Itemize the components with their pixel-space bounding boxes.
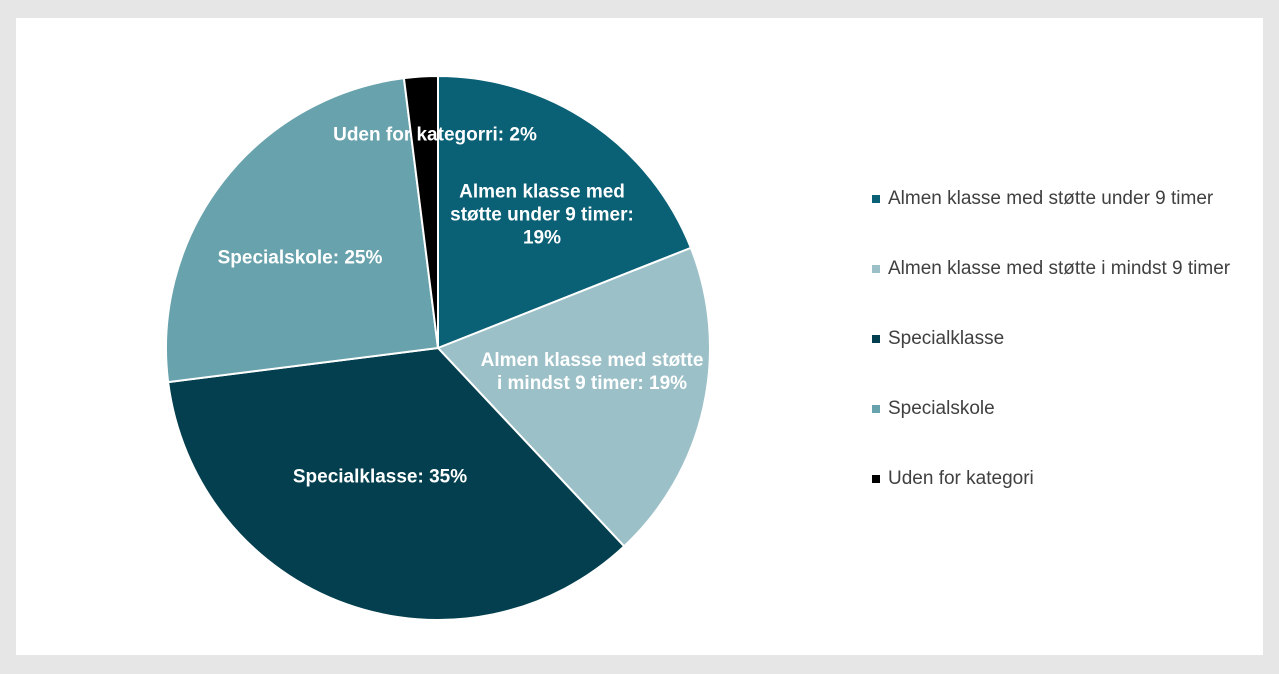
pie-slice: [437, 74, 693, 350]
pie-slice: [402, 74, 439, 349]
legend-swatch: [872, 195, 880, 203]
legend-label: Almen klasse med støtte under 9 timer: [888, 188, 1214, 209]
data-label: Uden for kategorri: 2%: [333, 124, 537, 146]
legend-item: Almen klasse med støtte under 9 timer: [872, 186, 1252, 256]
legend-label: Specialklasse: [888, 328, 1005, 349]
legend-swatch: [872, 475, 880, 483]
pie-slice: [167, 346, 626, 621]
pie-slice: [165, 77, 440, 384]
data-label: Almen klasse med støtte under 9 timer: 1…: [450, 181, 634, 249]
legend-label: Specialskole: [888, 398, 995, 419]
legend-item: Uden for kategori: [872, 466, 1252, 536]
legend: Almen klasse med støtte under 9 timer Alm…: [872, 186, 1252, 536]
data-label: Specialklasse: 35%: [292, 466, 468, 488]
chart-panel: Almen klasse med støtte under 9 timer Alm…: [16, 18, 1263, 655]
legend-swatch: [872, 335, 880, 343]
legend-item: Almen klasse med støtte i mindst 9 timer: [872, 256, 1252, 326]
legend-item: Specialklasse: [872, 326, 1252, 396]
data-label: Specialskole: 25%: [217, 247, 383, 269]
legend-label: Uden for kategori: [888, 468, 1034, 489]
pie-slice: [436, 246, 711, 548]
legend-swatch: [872, 405, 880, 413]
data-label: Almen klasse med støtte i mindst 9 timer…: [480, 350, 704, 394]
legend-item: Specialskole: [872, 396, 1252, 466]
legend-label: Almen klasse med støtte i mindst 9 timer: [888, 258, 1231, 279]
legend-swatch: [872, 265, 880, 273]
pie-chart: [165, 74, 711, 621]
